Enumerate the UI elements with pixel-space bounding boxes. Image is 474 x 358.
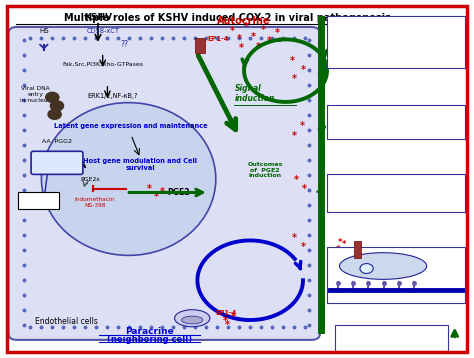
Text: *: * [292,233,297,243]
Text: *: * [293,175,299,185]
Text: CD98-xCT: CD98-xCT [86,28,119,34]
Text: Tube formation
Angiogenesis (VEGF-A): Tube formation Angiogenesis (VEGF-A) [333,110,404,121]
Text: *: * [290,56,295,66]
Text: *: * [160,188,165,198]
Text: *: * [292,131,297,141]
FancyBboxPatch shape [328,247,465,303]
Text: Viral DNA
entry
in nucleus: Viral DNA entry in nucleus [20,86,51,103]
FancyBboxPatch shape [18,192,59,209]
FancyBboxPatch shape [31,151,83,174]
Ellipse shape [339,253,427,279]
Text: *: * [274,28,280,38]
Text: *: * [336,245,340,254]
Text: *: * [237,34,242,44]
Circle shape [360,263,373,274]
Ellipse shape [41,103,216,255]
Text: PGE2s: PGE2s [80,177,100,182]
Text: ECM: ECM [446,293,459,297]
Text: *: * [301,64,305,74]
Text: ERK1/2,NF-κB,?: ERK1/2,NF-κB,? [87,92,137,98]
Ellipse shape [174,310,210,327]
Text: Accelerated Cell adhesion: Accelerated Cell adhesion [333,252,415,257]
Text: HS: HS [39,28,49,34]
Text: Indomethacin
NS-398: Indomethacin NS-398 [74,198,115,208]
Text: *: * [300,121,304,131]
Circle shape [46,92,59,102]
Text: *: * [260,25,265,35]
Text: Outcomes
of  PGE2
induction: Outcomes of PGE2 induction [247,162,283,178]
Text: *: * [342,240,346,249]
Text: *: * [223,316,228,326]
Text: EP1-4: EP1-4 [363,251,383,256]
Text: Pro-inflammatory cytokines
Angiogenic factors
Chemokines
Anti-inflammatory cytok: Pro-inflammatory cytokines Angiogenic fa… [333,21,422,44]
Text: Endothelial cells: Endothelial cells [36,317,98,326]
Text: Host gene modulation and Cell
survival: Host gene modulation and Cell survival [83,158,197,170]
Text: *: * [147,184,152,194]
Text: *: * [292,74,297,84]
Text: EP1-4: EP1-4 [216,310,237,316]
Text: *: * [225,320,230,330]
FancyBboxPatch shape [9,27,320,340]
Text: MMPs
MMP-2,MMP-9
Invasion: MMPs MMP-2,MMP-9 Invasion [333,180,376,196]
Text: (neighboring cell): (neighboring cell) [107,335,192,344]
Text: PGE2: PGE2 [167,188,189,197]
Text: *: * [266,36,272,46]
FancyBboxPatch shape [335,325,448,350]
FancyBboxPatch shape [328,174,465,212]
Text: *: * [239,43,244,53]
Text: G: G [365,266,369,271]
FancyBboxPatch shape [328,105,465,139]
Text: *: * [230,25,235,35]
Text: *: * [244,22,249,32]
Text: Multiple roles of KSHV induced COX-2 in viral pathogenesis: Multiple roles of KSHV induced COX-2 in … [64,13,391,23]
Text: *: * [301,242,305,252]
Circle shape [48,110,61,119]
FancyBboxPatch shape [195,38,205,53]
Text: Fak,Src,PI3K,Rho-GTPases: Fak,Src,PI3K,Rho-GTPases [62,62,143,67]
Text: KSHV: KSHV [84,13,112,22]
Text: EP1-4: EP1-4 [207,37,228,42]
Text: *: * [231,312,236,322]
Circle shape [50,101,64,111]
Text: *: * [301,184,306,194]
Text: *: * [251,32,256,42]
FancyBboxPatch shape [328,16,465,68]
Text: *: * [255,42,261,52]
Text: ??: ?? [120,40,128,49]
Text: Rac1: Rac1 [379,266,396,271]
Text: *: * [154,193,158,203]
Text: AA  PGG2: AA PGG2 [42,139,72,144]
Text: PGH2: PGH2 [29,198,48,204]
Ellipse shape [182,316,203,324]
Text: Latent gene expression and maintenance: Latent gene expression and maintenance [54,124,208,130]
FancyBboxPatch shape [354,241,361,258]
Text: Signal
induction: Signal induction [235,84,275,103]
Text: Autocrine: Autocrine [217,16,271,26]
Text: Paracrine: Paracrine [126,326,174,335]
Text: COX-2: COX-2 [38,159,66,168]
Text: *: * [337,238,342,247]
Text: Cell survival: Cell survival [340,331,378,336]
